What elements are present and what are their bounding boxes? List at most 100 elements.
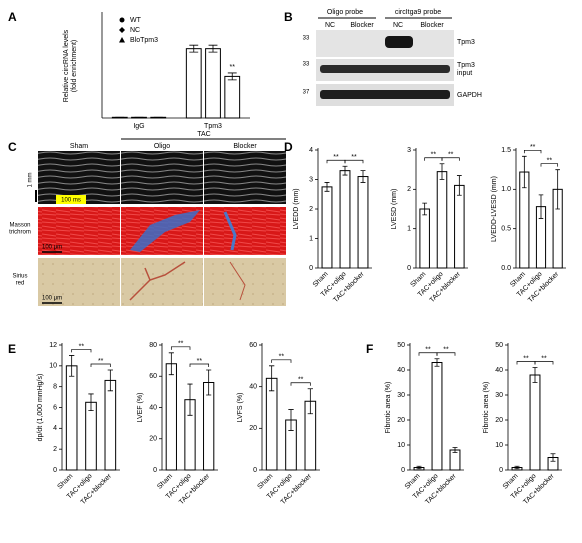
significance-label: **: [448, 152, 454, 159]
x-tick-label: Tpm3: [204, 123, 222, 130]
legend-marker: [119, 27, 125, 33]
y-tick-label: 30: [495, 392, 503, 399]
y-tick-label: 2: [407, 186, 411, 193]
error-bar: [416, 465, 422, 470]
bar: [205, 48, 221, 119]
y-tick-label: 0: [153, 467, 157, 474]
y-tick-label: 20: [397, 417, 405, 424]
y-tick-label: 20: [149, 436, 157, 443]
scale-label: 1 mm: [28, 172, 34, 187]
y-axis-label: dp/dt (1,000 mmHg/s): [37, 374, 44, 442]
error-bar: [69, 355, 75, 377]
legend-label: WT: [130, 17, 142, 24]
y-tick-label: 60: [249, 342, 257, 349]
error-bar: [514, 465, 520, 470]
probe-label: Oligo probe: [327, 9, 363, 16]
error-bar: [307, 388, 313, 415]
y-tick-label: 60: [149, 373, 157, 380]
y-tick-label: 10: [49, 363, 57, 370]
significance-bracket: [540, 163, 559, 167]
bar: [357, 176, 369, 269]
lane-label: Blocker: [350, 22, 374, 29]
row-label: trichrom: [9, 230, 31, 236]
x-tick-label: IgG: [133, 123, 144, 130]
bar: [104, 379, 117, 471]
y-tick-label: 30: [397, 392, 405, 399]
error-bar: [206, 369, 212, 396]
blot: Oligo probe circItga9 probe NC Blocker N…: [303, 9, 482, 106]
legend-label: BloTpm3: [130, 37, 158, 44]
row-label: Masson: [9, 223, 30, 229]
y-tick-label: 0.5: [501, 226, 511, 233]
row-label: GAPDH: [457, 92, 482, 99]
significance-label: **: [79, 343, 85, 350]
significance-label: **: [351, 154, 357, 161]
error-bar: [168, 352, 174, 376]
panel-label: C: [8, 140, 17, 154]
y-axis-label: Fibrotic area (%): [385, 382, 392, 434]
significance-label: **: [298, 377, 304, 384]
panel-label: A: [8, 10, 17, 24]
size-label: 37: [303, 90, 310, 96]
group-header: TAC: [197, 131, 210, 138]
y-tick-label: 40: [495, 367, 503, 374]
y-tick-label: 3: [309, 176, 313, 183]
y-tick-label: 1: [407, 226, 411, 233]
legend-marker: [119, 17, 125, 23]
error-bar: [324, 182, 330, 192]
bar: [436, 171, 448, 269]
error-bar: [342, 165, 348, 176]
fibrosis-region: [130, 210, 200, 252]
echo-image: [121, 151, 203, 204]
y-tick-label: 3: [407, 147, 411, 154]
significance-label: **: [443, 347, 449, 354]
y-tick-label: 12: [49, 342, 57, 349]
lane-label: NC: [325, 22, 335, 29]
error-bar: [227, 72, 237, 81]
y-tick-label: 40: [149, 404, 157, 411]
row-label: red: [16, 281, 25, 287]
significance-bracket: [344, 159, 364, 164]
y-tick-label: 0: [499, 467, 503, 474]
legend-label: NC: [130, 27, 140, 34]
significance-bracket: [90, 363, 111, 367]
error-bar: [538, 194, 544, 219]
lane-label: NC: [393, 22, 403, 29]
fibrosis-region: [223, 211, 237, 251]
panel-label: E: [8, 342, 16, 356]
error-bar: [522, 155, 527, 189]
y-tick-label: 0: [407, 265, 411, 272]
bar: [265, 377, 278, 471]
significance-label: **: [541, 355, 547, 362]
significance-label: **: [530, 144, 536, 151]
y-tick-label: 4: [53, 425, 57, 432]
y-tick-label: 4: [309, 147, 313, 154]
legend-marker: [119, 37, 125, 43]
row-label: input: [457, 70, 472, 77]
y-tick-label: 0: [401, 467, 405, 474]
blot-band: [320, 90, 450, 99]
scale-label: 100 μm: [42, 296, 62, 302]
y-tick-label: 2: [309, 206, 313, 213]
sirius-image: [204, 258, 286, 306]
significance-bracket: [441, 157, 460, 161]
size-label: 33: [303, 62, 310, 68]
y-tick-label: 0: [253, 467, 257, 474]
y-axis-label: LVEDD (mm): [293, 188, 300, 229]
y-tick-label: 0: [309, 265, 313, 272]
scale-box: [56, 195, 86, 204]
significance-bracket: [523, 149, 542, 154]
y-tick-label: 1.5: [501, 147, 511, 154]
bar: [529, 374, 541, 471]
y-tick-label: 2: [53, 446, 57, 453]
error-bar: [532, 367, 538, 383]
significance-bracket: [189, 363, 210, 367]
significance-label: **: [425, 347, 431, 354]
bar: [185, 48, 202, 119]
error-bar: [269, 365, 275, 392]
scale-label: 100 μm: [42, 245, 62, 251]
bar: [449, 449, 461, 471]
significance-label: **: [230, 64, 236, 71]
significance-label: **: [98, 358, 104, 365]
